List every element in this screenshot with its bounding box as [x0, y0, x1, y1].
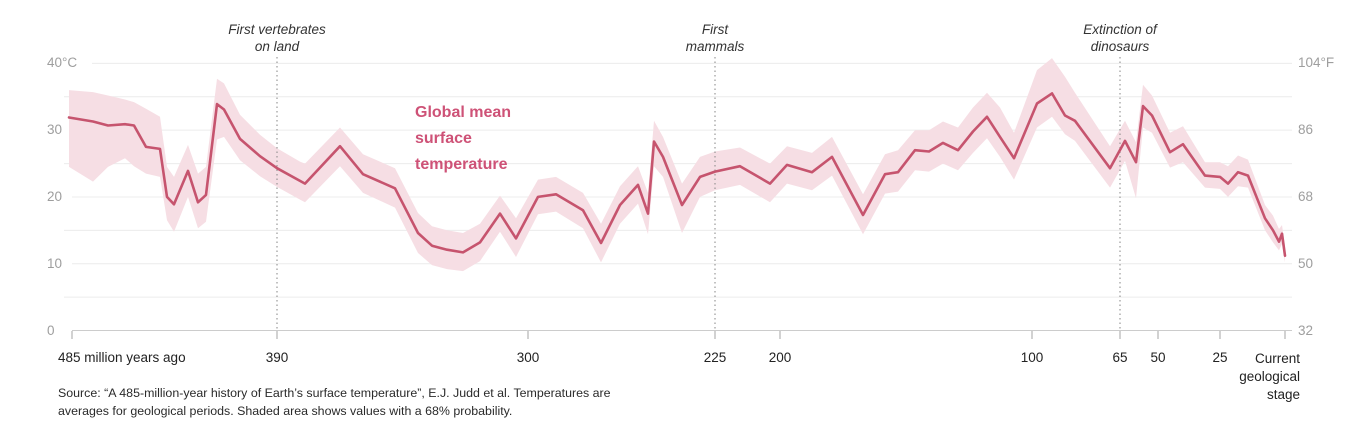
x-tick-label: 100: [1020, 350, 1044, 365]
source-note-line-2: averages for geological periods. Shaded …: [58, 404, 513, 418]
x-tick-label: 300: [516, 350, 540, 365]
y-axis-label-left: 10: [47, 255, 63, 271]
x-tick-label: 225: [703, 350, 727, 365]
y-axis-label-right: 104°F: [1298, 55, 1335, 71]
y-axis-label-left: 40°C: [47, 55, 78, 71]
x-tick-label: 25: [1212, 350, 1228, 365]
annotation-label: First vertebrates on land: [228, 22, 326, 54]
y-axis-label-right: 50: [1298, 255, 1314, 271]
annotation-label: Extinction of dinosaurs: [1083, 22, 1157, 54]
x-tick-label-current-stage: Current geological stage: [1239, 351, 1300, 402]
x-tick-label: 50: [1150, 350, 1166, 365]
y-axis-label-right: 86: [1298, 122, 1314, 138]
x-tick-label: 200: [768, 350, 792, 365]
series-label-line-1: Global mean: [415, 104, 512, 121]
y-axis-label-left: 0: [47, 322, 55, 338]
series-label-line-3: temperature: [415, 156, 508, 173]
y-axis-label-left: 30: [47, 122, 63, 138]
y-axis-label-left: 20: [47, 188, 63, 204]
x-tick-label: 65: [1112, 350, 1128, 365]
x-tick-label: 485 million years ago: [58, 350, 186, 365]
source-note: Source: “A 485-million-year history of E…: [58, 384, 611, 420]
source-note-line-1: Source: “A 485-million-year history of E…: [58, 386, 611, 400]
confidence-band: [69, 58, 1285, 272]
x-tick-label: 390: [265, 350, 289, 365]
y-axis-label-right: 68: [1298, 188, 1314, 204]
series-label: Global mean surface temperature: [415, 100, 511, 178]
series-label-line-2: surface: [415, 130, 472, 147]
y-axis-label-right: 32: [1298, 322, 1314, 338]
annotation-label: First mammals: [685, 22, 745, 54]
temperature-line: [67, 92, 1287, 257]
